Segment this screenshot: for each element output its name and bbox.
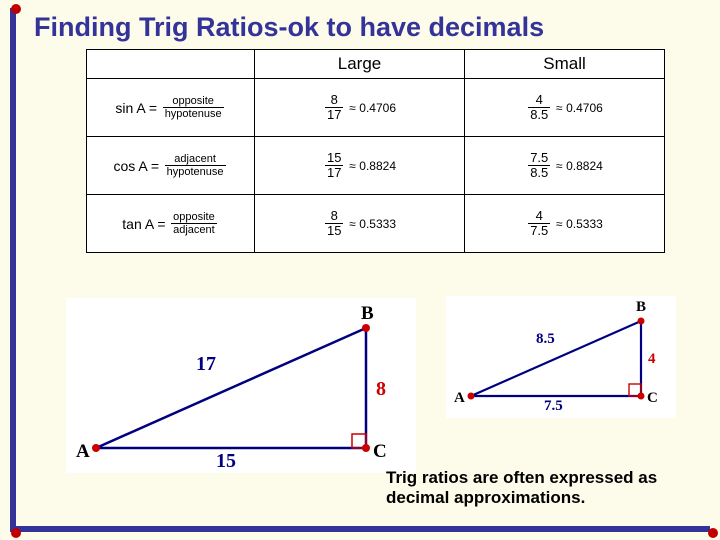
side-hyp: 8.5 [536,331,555,348]
corner-dot-icon [708,528,718,538]
triangle-large: A B C 17 8 15 [66,298,416,473]
frac-num: 8 [325,93,343,108]
ratios-table: Large Small sin A = opposite hypotenuse … [86,49,665,253]
approx-icon: ≈ [556,159,563,173]
frac-den: 7.5 [528,224,550,238]
large-frac: 8 15 [325,209,343,239]
approx-icon: ≈ [556,101,563,115]
frac-den: adjacent [171,224,217,236]
fn-fraction: opposite adjacent [171,211,217,236]
side-opp: 4 [648,351,656,368]
frac-den: 8.5 [528,108,550,122]
table-row: tan A = opposite adjacent 8 15 ≈ 0.5333 … [87,195,665,253]
header-large: Large [255,50,465,79]
small-val: 0.4706 [566,101,603,115]
small-frac: 4 8.5 [528,93,550,123]
small-frac: 7.5 8.5 [528,151,550,181]
vertex-b: B [361,303,374,325]
frac-num: 7.5 [528,151,550,166]
frac-num: 15 [325,151,343,166]
side-adj: 15 [216,450,236,473]
frac-den: hypotenuse [163,108,224,120]
side-opp: 8 [376,378,386,401]
triangle-small: A B C 8.5 4 7.5 [446,296,676,418]
frac-den: 17 [325,166,343,180]
frac-num: 4 [528,209,550,224]
header-small: Small [465,50,665,79]
frac-num: opposite [163,95,224,108]
side-adj: 7.5 [544,398,563,415]
header-blank [87,50,255,79]
large-frac: 8 17 [325,93,343,123]
large-val: 0.5333 [359,217,396,231]
small-frac: 4 7.5 [528,209,550,239]
frac-num: 8 [325,209,343,224]
approx-icon: ≈ [349,159,356,173]
triangles-area: A B C 17 8 15 A B C 8.5 4 7.5 [46,288,706,498]
table-row: sin A = opposite hypotenuse 8 17 ≈ 0.470… [87,79,665,137]
fn-label: tan A = [122,216,165,232]
large-val: 0.4706 [359,101,396,115]
frac-den: 8.5 [528,166,550,180]
table-row: cos A = adjacent hypotenuse 15 17 ≈ 0.88… [87,137,665,195]
vertex-b: B [636,299,646,316]
large-frac: 15 17 [325,151,343,181]
large-val: 0.8824 [359,159,396,173]
vertex-c: C [373,441,387,463]
vertex-c: C [647,390,658,407]
vertex-a: A [454,390,465,407]
fn-label: cos A = [113,158,159,174]
fn-fraction: adjacent hypotenuse [165,153,226,178]
frac-num: adjacent [165,153,226,166]
corner-dot-icon [11,528,21,538]
footer-text: Trig ratios are often expressed as decim… [386,468,716,508]
fn-fraction: opposite hypotenuse [163,95,224,120]
frac-den: hypotenuse [165,166,226,178]
corner-dot-icon [11,4,21,14]
small-val: 0.5333 [566,217,603,231]
frac-den: 17 [325,108,343,122]
approx-icon: ≈ [349,217,356,231]
side-hyp: 17 [196,353,216,376]
vertex-a: A [76,441,90,463]
approx-icon: ≈ [349,101,356,115]
fn-label: sin A = [115,100,157,116]
slide-title: Finding Trig Ratios-ok to have decimals [16,8,710,49]
frac-num: 4 [528,93,550,108]
frac-num: opposite [171,211,217,224]
frac-den: 15 [325,224,343,238]
small-val: 0.8824 [566,159,603,173]
approx-icon: ≈ [556,217,563,231]
